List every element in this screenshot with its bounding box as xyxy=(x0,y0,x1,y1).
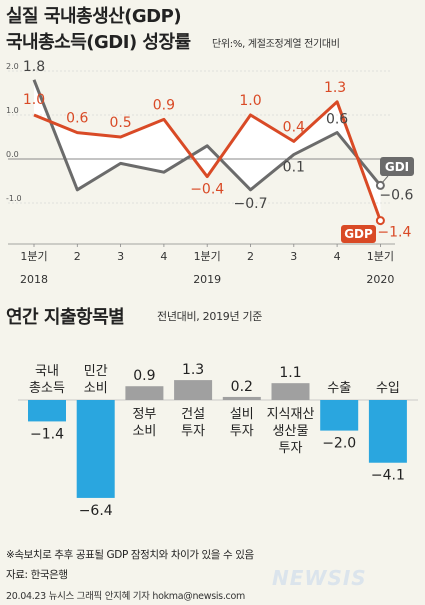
bar xyxy=(28,400,66,422)
gdp-data-label: 1.0 xyxy=(239,93,261,109)
gdp-line xyxy=(33,100,382,222)
y-tick-label: -1.0 xyxy=(6,194,22,203)
credit-line: 20.04.23 뉴시스 그래픽 안지혜 기자 hokma@newsis.com xyxy=(6,591,245,602)
bar-value-label: 0.2 xyxy=(231,379,253,395)
x-tick-label: 1분기 xyxy=(20,250,47,263)
y-tick-label: 2.0 xyxy=(6,62,19,71)
series-gap-area xyxy=(34,79,381,221)
newsis-logo: NEWSIS xyxy=(272,566,367,590)
bar xyxy=(222,396,261,400)
gdi-line xyxy=(32,79,382,192)
gdp-data-label: −0.4 xyxy=(190,182,224,198)
chart-title-line1: 실질 국내총생산(GDP) xyxy=(6,6,182,27)
x-tick-label: 3 xyxy=(290,250,297,263)
bar-category-label: 투자 xyxy=(230,424,254,439)
gdp-end-marker xyxy=(375,216,385,226)
x-tick-label: 3 xyxy=(117,250,124,263)
bar xyxy=(125,386,164,400)
bar-category-label: 투자 xyxy=(279,441,303,456)
gdi-data-label: −0.6 xyxy=(379,187,413,203)
section2-subtitle: 전년대비, 2019년 기준 xyxy=(157,310,263,323)
x-tick-label: 2 xyxy=(247,250,254,263)
gdi-legend-tag xyxy=(380,157,414,176)
x-tick-label: 2 xyxy=(74,250,81,263)
bar-value-label: 1.1 xyxy=(279,365,301,381)
bar xyxy=(320,400,359,431)
gdp-data-label: −1.4 xyxy=(377,225,411,241)
bar-category-label: 설비 xyxy=(230,407,254,422)
footnote: ※속보치로 추후 공표될 GDP 잠정치와 차이가 있을 수 있음 xyxy=(6,549,254,561)
bar-category-label: 국내 xyxy=(35,364,59,379)
x-year-label: 2020 xyxy=(366,273,394,286)
bar xyxy=(76,400,115,498)
gdp-data-label: 0.9 xyxy=(153,97,175,113)
bar-category-label: 민간 xyxy=(84,364,108,379)
bar-category-label: 수출 xyxy=(327,381,351,396)
bar-category-label: 정부 xyxy=(132,407,156,422)
bar-value-label: 0.9 xyxy=(133,368,155,384)
gdp-legend-label: GDP xyxy=(344,227,373,241)
bar-category-label: 생산물 xyxy=(273,424,309,439)
gdi-tag-leader xyxy=(382,175,389,183)
gdi-end-marker xyxy=(375,180,385,190)
x-tick-label: 1분기 xyxy=(367,250,394,263)
y-tick-label: 1.0 xyxy=(6,106,19,115)
gdp-legend-tag xyxy=(341,225,376,243)
gdi-data-label: 1.8 xyxy=(23,59,45,75)
bar xyxy=(368,400,407,463)
y-tick-label: 0.0 xyxy=(6,150,19,159)
bar-category-label: 수입 xyxy=(376,381,400,396)
x-tick-label: 4 xyxy=(334,250,341,263)
gdp-data-label: 0.4 xyxy=(283,119,305,135)
gdi-data-label: −0.7 xyxy=(234,196,268,212)
gdi-legend-label: GDI xyxy=(385,160,409,174)
chart-title-line2: 국내총소득(GDI) 성장률 xyxy=(6,32,191,53)
gdp-data-label: 1.3 xyxy=(324,80,346,96)
gdp-data-label: 0.6 xyxy=(66,111,88,127)
bar-category-label: 투자 xyxy=(181,424,205,439)
bar-value-label: −4.1 xyxy=(371,468,405,484)
x-year-label: 2019 xyxy=(193,273,221,286)
bar-value-label: −6.4 xyxy=(79,503,113,519)
gdp-data-label: 0.5 xyxy=(109,115,131,131)
bar-value-label: −2.0 xyxy=(322,436,356,452)
x-tick-label: 4 xyxy=(160,250,167,263)
bar-category-label: 소비 xyxy=(84,381,108,396)
gdi-data-label: 0.1 xyxy=(283,160,305,176)
gdp-data-label: 1.0 xyxy=(23,92,45,108)
bar-category-label: 소비 xyxy=(132,424,156,439)
section2-title: 연간 지출항목별 xyxy=(6,307,125,328)
x-tick-label: 1분기 xyxy=(194,250,221,263)
gdi-data-label: 0.6 xyxy=(326,112,348,128)
unit-note: 단위:%, 계절조정계열 전기대비 xyxy=(212,39,340,50)
bar-category-label: 총소득 xyxy=(29,381,65,396)
bar-category-label: 건설 xyxy=(181,407,205,422)
source-note: 자료: 한국은행 xyxy=(6,569,68,581)
bar xyxy=(174,380,213,400)
bar-value-label: 1.3 xyxy=(182,362,204,378)
bar-category-label: 지식재산 xyxy=(267,407,315,422)
bar-value-label: −1.4 xyxy=(30,426,64,442)
bar xyxy=(271,383,310,400)
x-year-label: 2018 xyxy=(20,273,48,286)
